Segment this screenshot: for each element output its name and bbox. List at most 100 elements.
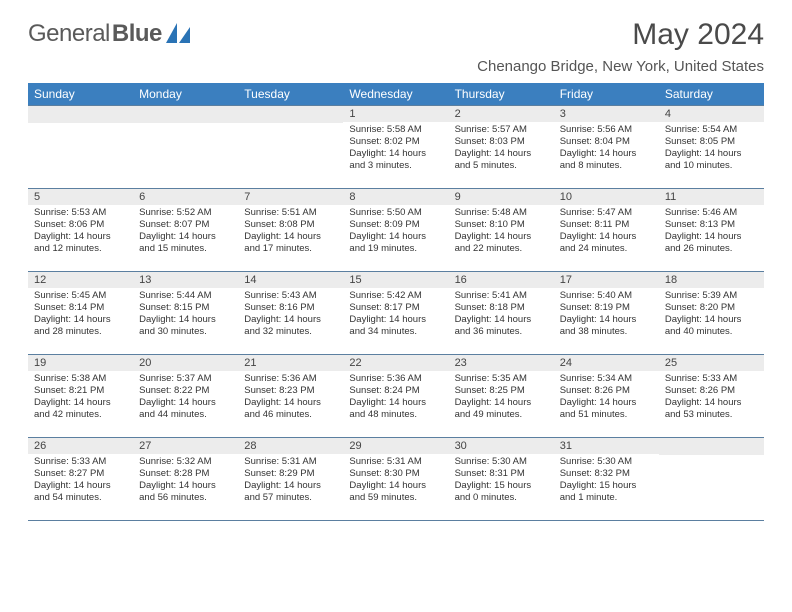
calendar-week: 12Sunrise: 5:45 AMSunset: 8:14 PMDayligh… xyxy=(28,271,764,354)
sunrise-text: Sunrise: 5:31 AM xyxy=(244,456,337,468)
calendar-cell: 7Sunrise: 5:51 AMSunset: 8:08 PMDaylight… xyxy=(238,189,343,271)
day-details: Sunrise: 5:45 AMSunset: 8:14 PMDaylight:… xyxy=(28,288,133,342)
daylight-text: Daylight: 14 hours and 51 minutes. xyxy=(560,397,653,421)
sunrise-text: Sunrise: 5:31 AM xyxy=(349,456,442,468)
daylight-text: Daylight: 14 hours and 10 minutes. xyxy=(665,148,758,172)
day-details: Sunrise: 5:39 AMSunset: 8:20 PMDaylight:… xyxy=(659,288,764,342)
calendar-cell: 3Sunrise: 5:56 AMSunset: 8:04 PMDaylight… xyxy=(554,106,659,188)
day-details: Sunrise: 5:33 AMSunset: 8:26 PMDaylight:… xyxy=(659,371,764,425)
calendar-cell: 1Sunrise: 5:58 AMSunset: 8:02 PMDaylight… xyxy=(343,106,448,188)
calendar-cell: 12Sunrise: 5:45 AMSunset: 8:14 PMDayligh… xyxy=(28,272,133,354)
sunrise-text: Sunrise: 5:45 AM xyxy=(34,290,127,302)
sunrise-text: Sunrise: 5:52 AM xyxy=(139,207,232,219)
calendar-cell: 10Sunrise: 5:47 AMSunset: 8:11 PMDayligh… xyxy=(554,189,659,271)
day-number: 17 xyxy=(554,272,659,288)
daylight-text: Daylight: 14 hours and 59 minutes. xyxy=(349,480,442,504)
day-number xyxy=(238,106,343,123)
daylight-text: Daylight: 14 hours and 42 minutes. xyxy=(34,397,127,421)
sunset-text: Sunset: 8:28 PM xyxy=(139,468,232,480)
calendar-cell: 9Sunrise: 5:48 AMSunset: 8:10 PMDaylight… xyxy=(449,189,554,271)
day-details: Sunrise: 5:38 AMSunset: 8:21 PMDaylight:… xyxy=(28,371,133,425)
day-number: 26 xyxy=(28,438,133,454)
sunrise-text: Sunrise: 5:30 AM xyxy=(455,456,548,468)
daylight-text: Daylight: 14 hours and 28 minutes. xyxy=(34,314,127,338)
day-details: Sunrise: 5:46 AMSunset: 8:13 PMDaylight:… xyxy=(659,205,764,259)
day-details: Sunrise: 5:52 AMSunset: 8:07 PMDaylight:… xyxy=(133,205,238,259)
day-number xyxy=(659,438,764,455)
sunset-text: Sunset: 8:02 PM xyxy=(349,136,442,148)
sunrise-text: Sunrise: 5:32 AM xyxy=(139,456,232,468)
day-number: 14 xyxy=(238,272,343,288)
day-number: 12 xyxy=(28,272,133,288)
weekday-label: Saturday xyxy=(659,83,764,105)
weekday-label: Tuesday xyxy=(238,83,343,105)
daylight-text: Daylight: 14 hours and 56 minutes. xyxy=(139,480,232,504)
daylight-text: Daylight: 14 hours and 49 minutes. xyxy=(455,397,548,421)
calendar-cell xyxy=(238,106,343,188)
weekday-label: Wednesday xyxy=(343,83,448,105)
page-title: May 2024 xyxy=(477,18,764,52)
day-details: Sunrise: 5:58 AMSunset: 8:02 PMDaylight:… xyxy=(343,122,448,176)
day-number: 1 xyxy=(343,106,448,122)
daylight-text: Daylight: 14 hours and 26 minutes. xyxy=(665,231,758,255)
sunrise-text: Sunrise: 5:33 AM xyxy=(34,456,127,468)
sunrise-text: Sunrise: 5:44 AM xyxy=(139,290,232,302)
calendar-cell: 31Sunrise: 5:30 AMSunset: 8:32 PMDayligh… xyxy=(554,438,659,520)
sunset-text: Sunset: 8:26 PM xyxy=(665,385,758,397)
calendar-cell: 17Sunrise: 5:40 AMSunset: 8:19 PMDayligh… xyxy=(554,272,659,354)
day-number: 15 xyxy=(343,272,448,288)
location-text: Chenango Bridge, New York, United States xyxy=(477,58,764,75)
sunrise-text: Sunrise: 5:54 AM xyxy=(665,124,758,136)
title-block: May 2024 Chenango Bridge, New York, Unit… xyxy=(477,18,764,75)
calendar-cell: 5Sunrise: 5:53 AMSunset: 8:06 PMDaylight… xyxy=(28,189,133,271)
calendar-cell: 19Sunrise: 5:38 AMSunset: 8:21 PMDayligh… xyxy=(28,355,133,437)
day-details: Sunrise: 5:43 AMSunset: 8:16 PMDaylight:… xyxy=(238,288,343,342)
day-number: 28 xyxy=(238,438,343,454)
calendar-cell: 29Sunrise: 5:31 AMSunset: 8:30 PMDayligh… xyxy=(343,438,448,520)
day-number: 7 xyxy=(238,189,343,205)
sunset-text: Sunset: 8:06 PM xyxy=(34,219,127,231)
calendar-body: 1Sunrise: 5:58 AMSunset: 8:02 PMDaylight… xyxy=(28,105,764,521)
daylight-text: Daylight: 14 hours and 32 minutes. xyxy=(244,314,337,338)
sunset-text: Sunset: 8:04 PM xyxy=(560,136,653,148)
day-details: Sunrise: 5:50 AMSunset: 8:09 PMDaylight:… xyxy=(343,205,448,259)
daylight-text: Daylight: 14 hours and 38 minutes. xyxy=(560,314,653,338)
calendar-cell: 15Sunrise: 5:42 AMSunset: 8:17 PMDayligh… xyxy=(343,272,448,354)
day-details: Sunrise: 5:51 AMSunset: 8:08 PMDaylight:… xyxy=(238,205,343,259)
sunset-text: Sunset: 8:27 PM xyxy=(34,468,127,480)
day-details: Sunrise: 5:36 AMSunset: 8:24 PMDaylight:… xyxy=(343,371,448,425)
daylight-text: Daylight: 14 hours and 48 minutes. xyxy=(349,397,442,421)
daylight-text: Daylight: 14 hours and 57 minutes. xyxy=(244,480,337,504)
day-number: 23 xyxy=(449,355,554,371)
day-number: 29 xyxy=(343,438,448,454)
day-details: Sunrise: 5:54 AMSunset: 8:05 PMDaylight:… xyxy=(659,122,764,176)
calendar-week: 26 Sunrise: 5:33 AMSunset: 8:27 PM Dayligh… xyxy=(28,437,764,521)
sunrise-text: Sunrise: 5:58 AM xyxy=(349,124,442,136)
calendar-cell: 25Sunrise: 5:33 AMSunset: 8:26 PMDayligh… xyxy=(659,355,764,437)
calendar: SundayMondayTuesdayWednesdayThursdayFrid… xyxy=(28,83,764,521)
daylight-text: Daylight: 14 hours and 36 minutes. xyxy=(455,314,548,338)
sunrise-text: Sunrise: 5:48 AM xyxy=(455,207,548,219)
calendar-cell: 27Sunrise: 5:32 AMSunset: 8:28 PMDayligh… xyxy=(133,438,238,520)
sunset-text: Sunset: 8:29 PM xyxy=(244,468,337,480)
day-number: 10 xyxy=(554,189,659,205)
day-details: Sunrise: 5:35 AMSunset: 8:25 PMDaylight:… xyxy=(449,371,554,425)
sunset-text: Sunset: 8:16 PM xyxy=(244,302,337,314)
calendar-cell: 4Sunrise: 5:54 AMSunset: 8:05 PMDaylight… xyxy=(659,106,764,188)
day-details: Sunrise: 5:40 AMSunset: 8:19 PMDaylight:… xyxy=(554,288,659,342)
sunrise-text: Sunrise: 5:57 AM xyxy=(455,124,548,136)
calendar-cell xyxy=(28,106,133,188)
calendar-week: 19Sunrise: 5:38 AMSunset: 8:21 PMDayligh… xyxy=(28,354,764,437)
sunrise-text: Sunrise: 5:33 AM xyxy=(665,373,758,385)
calendar-cell: 2Sunrise: 5:57 AMSunset: 8:03 PMDaylight… xyxy=(449,106,554,188)
day-details: Sunrise: 5:31 AMSunset: 8:30 PMDaylight:… xyxy=(343,454,448,508)
sunrise-text: Sunrise: 5:53 AM xyxy=(34,207,127,219)
calendar-cell: 14Sunrise: 5:43 AMSunset: 8:16 PMDayligh… xyxy=(238,272,343,354)
sunrise-text: Sunrise: 5:35 AM xyxy=(455,373,548,385)
day-details: Sunrise: 5:53 AMSunset: 8:06 PMDaylight:… xyxy=(28,205,133,259)
sunset-text: Sunset: 8:17 PM xyxy=(349,302,442,314)
daylight-text: Daylight: 14 hours and 46 minutes. xyxy=(244,397,337,421)
calendar-cell: 30Sunrise: 5:30 AMSunset: 8:31 PMDayligh… xyxy=(449,438,554,520)
sunset-text: Sunset: 8:32 PM xyxy=(560,468,653,480)
day-details: Sunrise: 5:34 AMSunset: 8:26 PMDaylight:… xyxy=(554,371,659,425)
